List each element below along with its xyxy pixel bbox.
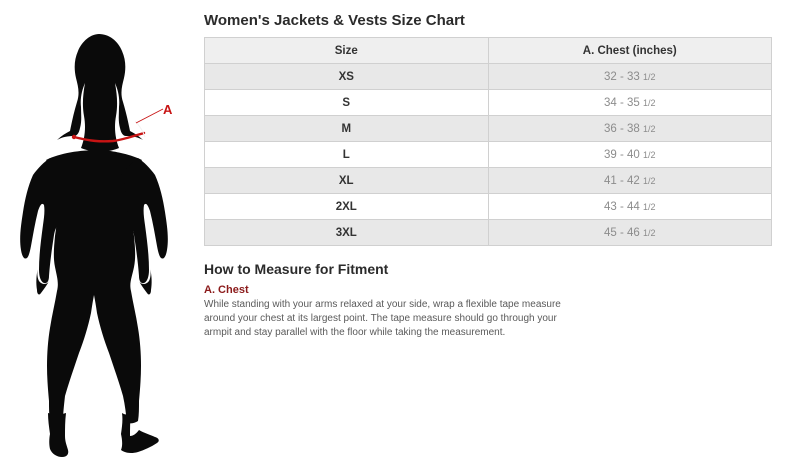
svg-text:A: A xyxy=(163,102,173,117)
